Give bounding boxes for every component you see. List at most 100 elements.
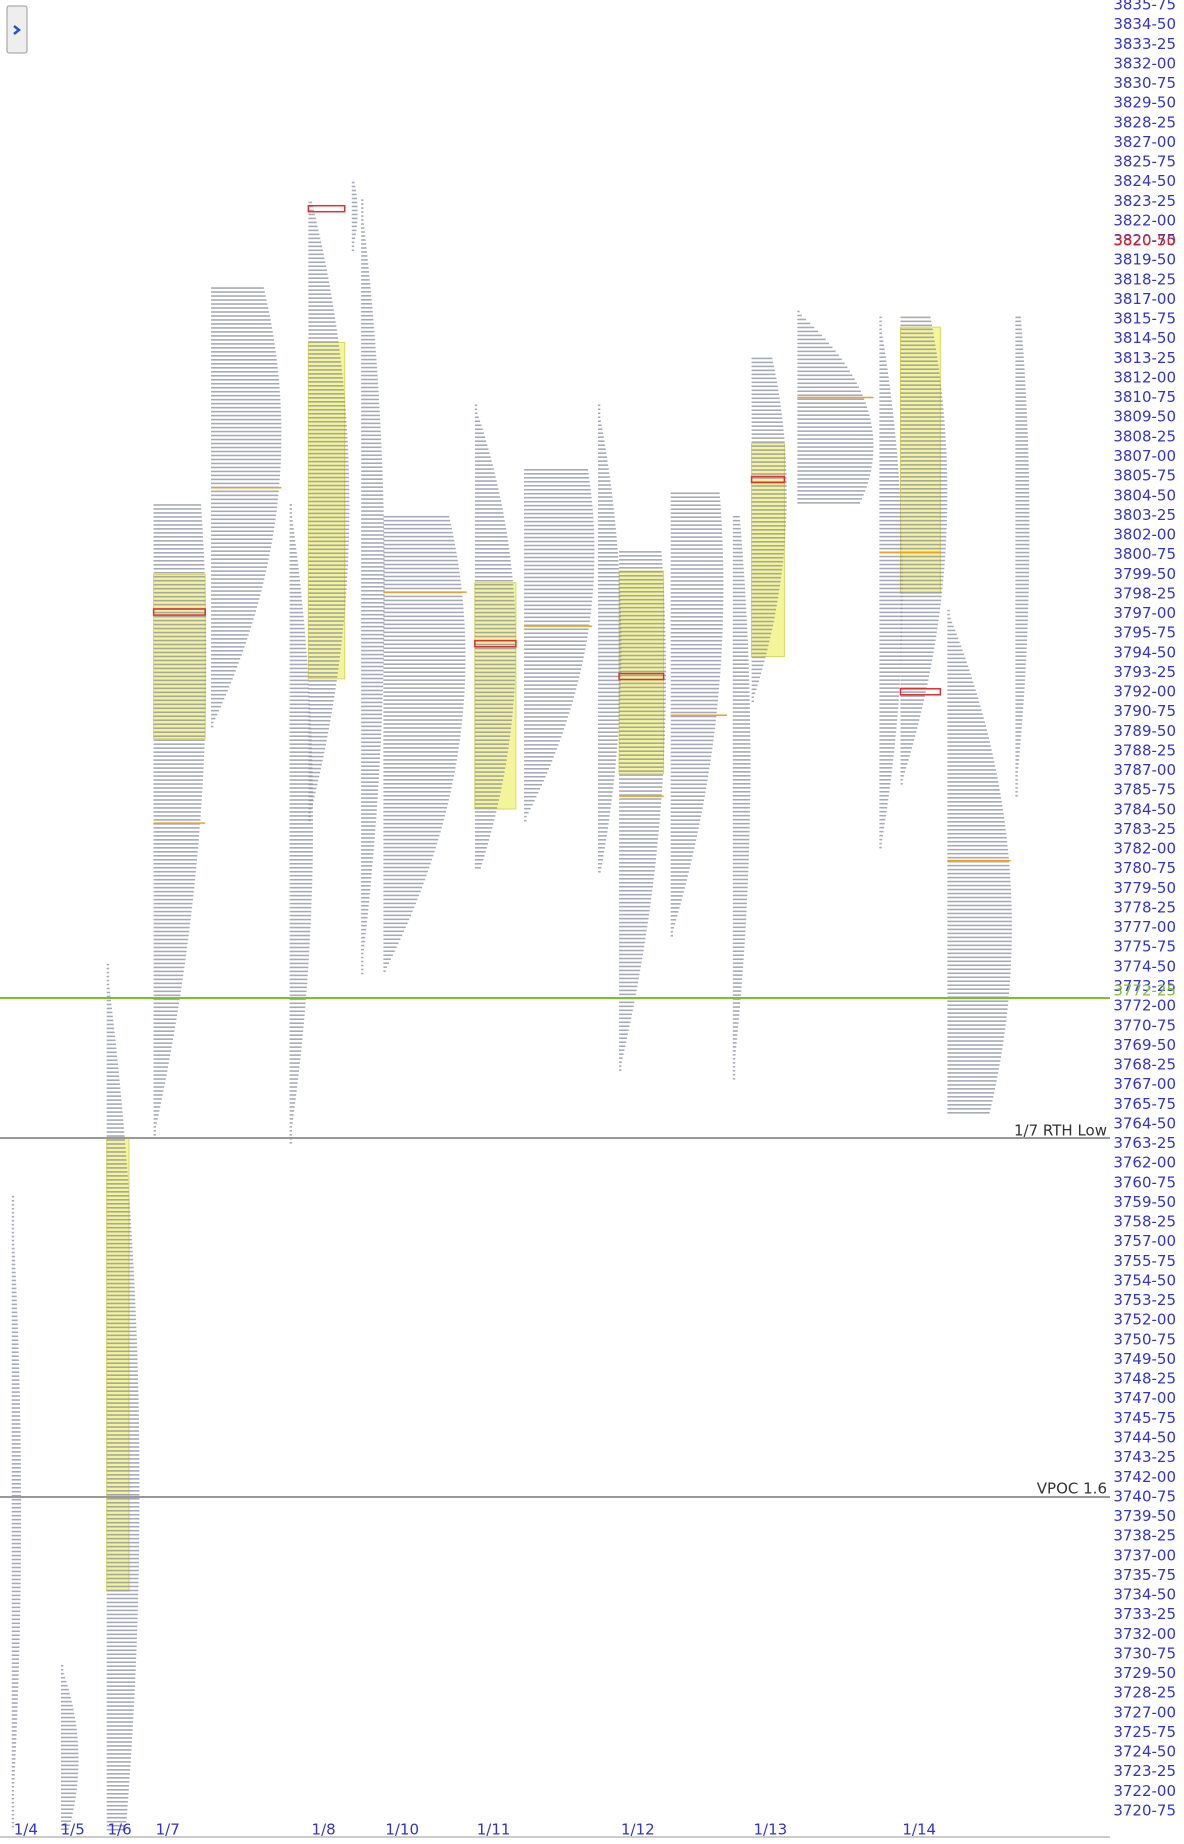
tpo-row — [106, 1446, 140, 1448]
tpo-row — [879, 751, 895, 753]
tpo-row — [153, 962, 185, 965]
tpo-row — [900, 480, 948, 482]
tpo-row — [879, 635, 903, 638]
tpo-row — [597, 799, 612, 801]
tpo-row — [619, 989, 637, 992]
tpo-row — [474, 647, 516, 650]
tpo-row — [211, 323, 272, 325]
tpo-row — [289, 851, 313, 853]
tpo-row — [670, 711, 717, 714]
tpo-row — [474, 667, 516, 670]
tpo-row — [211, 442, 282, 445]
tpo-row — [797, 326, 815, 329]
tpo-row — [211, 422, 282, 425]
tpo-row — [308, 400, 346, 403]
tpo-row — [106, 1218, 131, 1221]
tpo-row — [524, 532, 595, 535]
tpo-row — [879, 739, 896, 741]
tpo-row — [11, 1690, 19, 1692]
tpo-row — [597, 735, 619, 737]
tpo-row — [670, 508, 721, 510]
tpo-row — [597, 791, 613, 793]
tpo-row — [879, 432, 896, 434]
tpo-row — [619, 674, 666, 677]
tpo-row — [597, 611, 621, 614]
tpo-row — [879, 655, 902, 658]
tpo-row — [751, 680, 759, 683]
tpo-row — [153, 954, 187, 957]
tpo-row — [474, 631, 516, 634]
tpo-row — [1015, 775, 1018, 777]
tpo-row — [900, 587, 943, 590]
tpo-row — [106, 1785, 130, 1787]
tpo-row — [361, 936, 366, 939]
tpo-row — [732, 822, 750, 825]
tpo-row — [597, 783, 614, 785]
tpo-row — [308, 281, 330, 283]
price-label: 3789-50 — [1113, 722, 1176, 740]
tpo-row — [11, 1526, 22, 1529]
tpo-row — [524, 560, 595, 563]
tpo-row — [153, 583, 206, 586]
tpo-row — [732, 894, 748, 897]
tpo-row — [11, 1698, 18, 1700]
tpo-row — [597, 671, 622, 674]
tpo-row — [474, 536, 508, 538]
tpo-row — [106, 1183, 129, 1185]
tpo-row — [879, 639, 902, 642]
price-label: 3822-00 — [1113, 211, 1176, 229]
tpo-row — [11, 1546, 21, 1549]
tpo-row — [619, 606, 665, 609]
price-label: 3757-00 — [1113, 1232, 1176, 1250]
tpo-row — [11, 1654, 20, 1656]
tpo-row — [879, 627, 903, 630]
tpo-row — [524, 799, 535, 802]
tpo-row — [879, 503, 901, 506]
tpo-row — [289, 1006, 306, 1009]
tpo-row — [797, 382, 857, 385]
tpo-row — [361, 287, 371, 289]
tpo-row — [153, 918, 191, 921]
tpo-row — [619, 1041, 627, 1044]
tpo-row — [751, 469, 787, 471]
poc-marker — [899, 688, 942, 696]
tpo-row — [597, 727, 619, 730]
tpo-row — [289, 1098, 296, 1100]
tpo-row — [474, 468, 494, 470]
tpo-row — [153, 703, 206, 706]
tpo-row — [153, 627, 207, 630]
tpo-row — [474, 854, 485, 857]
tpo-row — [211, 665, 238, 668]
tpo-row — [751, 668, 763, 671]
tpo-row — [900, 591, 943, 594]
tpo-row — [670, 679, 720, 682]
tpo-row — [900, 412, 944, 414]
tpo-row — [211, 498, 278, 501]
tpo-row — [879, 352, 886, 355]
tpo-row — [211, 339, 275, 341]
tpo-row — [153, 1106, 161, 1108]
tpo-row — [106, 1621, 138, 1624]
tpo-row — [211, 550, 271, 552]
tpo-row — [474, 655, 516, 658]
tpo-row — [947, 773, 997, 775]
tpo-row — [879, 507, 901, 510]
tpo-row — [619, 786, 663, 788]
tpo-row — [524, 572, 595, 575]
tpo-row — [670, 827, 699, 829]
tpo-row — [308, 317, 336, 319]
tpo-row — [308, 357, 341, 359]
tpo-row — [211, 331, 273, 333]
tpo-row — [308, 341, 339, 343]
tpo-row — [308, 807, 312, 810]
tpo-row — [211, 434, 282, 437]
tpo-row — [1015, 368, 1025, 370]
tpo-row — [797, 406, 868, 408]
tpo-profiles — [11, 181, 1030, 1831]
tpo-row — [879, 400, 892, 402]
tpo-row — [11, 1307, 18, 1310]
tpo-row — [361, 701, 383, 704]
tpo-row — [670, 659, 722, 662]
tpo-row — [383, 551, 457, 554]
tpo-row — [361, 398, 380, 401]
